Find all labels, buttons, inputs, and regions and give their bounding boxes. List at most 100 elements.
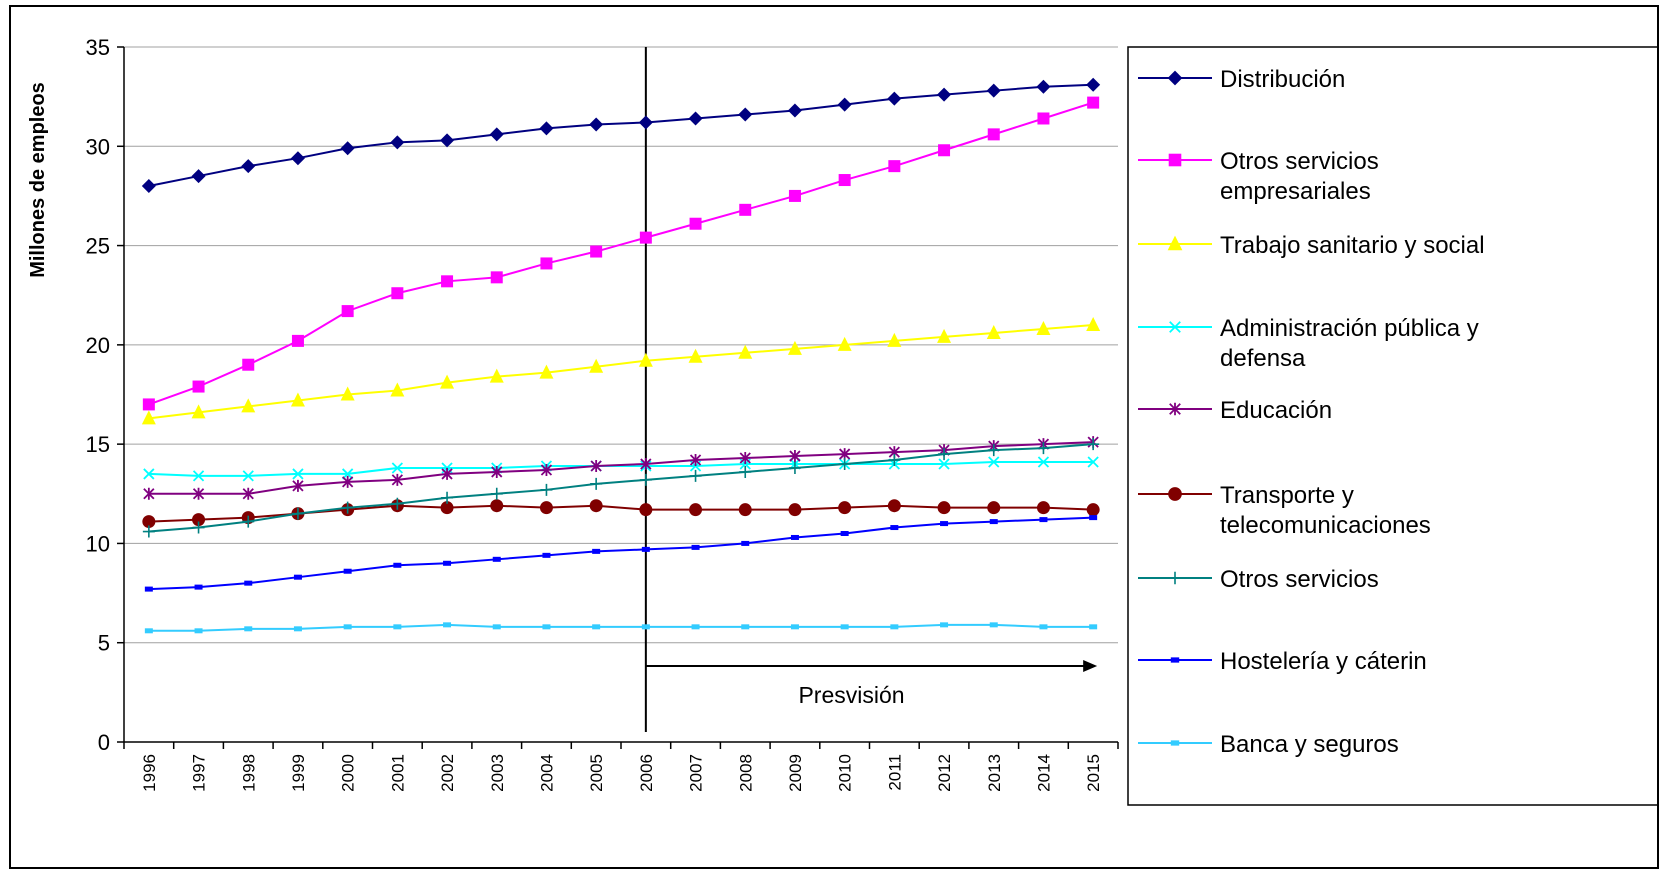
data-point xyxy=(788,503,802,517)
data-point xyxy=(988,456,1000,468)
x-tick-label: 1997 xyxy=(190,754,209,792)
legend-marker xyxy=(1170,740,1180,746)
data-point xyxy=(490,271,503,284)
data-point xyxy=(539,121,554,136)
data-point xyxy=(887,499,901,513)
x-tick-label: 1996 xyxy=(140,754,159,792)
data-point xyxy=(391,473,403,486)
legend-item: Distribución xyxy=(1138,66,1345,93)
legend-marker xyxy=(1168,487,1182,501)
data-point xyxy=(390,135,405,150)
data-point xyxy=(1039,517,1048,523)
data-point xyxy=(443,622,452,628)
data-point xyxy=(987,444,1000,457)
data-point xyxy=(242,358,255,371)
data-point xyxy=(293,574,302,580)
data-point xyxy=(790,534,799,540)
y-tick-label: 15 xyxy=(86,432,110,457)
data-point xyxy=(440,374,455,389)
series-2 xyxy=(142,96,1100,411)
data-point xyxy=(937,501,951,515)
data-point xyxy=(1089,624,1098,630)
data-point xyxy=(343,568,352,574)
y-axis-ticks: 0 5 10 15 20 25 30 35 xyxy=(86,35,124,755)
legend-label: empresariales xyxy=(1220,178,1371,205)
data-point xyxy=(244,626,253,632)
x-tick-label: 2004 xyxy=(537,754,556,792)
series-line xyxy=(148,83,1094,187)
series-1 xyxy=(141,77,1101,193)
legend-label: defensa xyxy=(1220,345,1306,372)
series-5 xyxy=(143,436,1099,500)
x-tick-label: 2002 xyxy=(438,754,457,792)
legend-label: telecomunicaciones xyxy=(1220,512,1431,539)
data-point xyxy=(391,287,404,300)
series-line xyxy=(148,441,1094,495)
data-point xyxy=(1087,456,1099,468)
x-tick-label: 2006 xyxy=(637,754,656,792)
data-point xyxy=(938,448,951,461)
series-line xyxy=(148,443,1094,533)
data-point xyxy=(689,503,703,517)
y-tick-label: 10 xyxy=(86,531,110,556)
data-point xyxy=(192,470,205,482)
data-point xyxy=(241,159,256,174)
data-point xyxy=(837,97,852,112)
x-tick-label: 2001 xyxy=(388,754,407,792)
data-point xyxy=(192,380,205,393)
data-point xyxy=(838,458,851,470)
data-point xyxy=(141,179,156,193)
data-point xyxy=(937,87,952,102)
data-point xyxy=(1037,112,1050,125)
data-point xyxy=(887,91,902,106)
gridlines xyxy=(124,46,1118,644)
data-point xyxy=(688,111,703,126)
series-line xyxy=(148,516,1094,591)
data-point xyxy=(639,503,653,517)
legend-label: Administración pública y xyxy=(1220,315,1479,342)
y-tick-label: 5 xyxy=(98,631,110,656)
data-point xyxy=(491,465,503,478)
data-point xyxy=(192,513,206,527)
data-point xyxy=(987,128,1000,141)
legend-label: Otros servicios xyxy=(1220,566,1379,593)
data-point xyxy=(194,584,203,590)
data-point xyxy=(393,562,402,568)
data-point xyxy=(143,487,155,500)
data-point xyxy=(191,404,206,419)
data-point xyxy=(887,332,902,347)
axes xyxy=(123,47,1118,743)
series-line xyxy=(148,324,1094,420)
data-point xyxy=(938,144,951,157)
series-7 xyxy=(142,438,1100,538)
series-line xyxy=(148,101,1094,406)
x-tick-label: 2007 xyxy=(687,754,706,792)
data-point xyxy=(739,452,751,465)
x-tick-label: 1999 xyxy=(289,754,308,792)
data-point xyxy=(539,364,554,379)
legend-label: Transporte y xyxy=(1220,482,1354,509)
x-tick-label: 2015 xyxy=(1084,754,1103,792)
legend-marker xyxy=(1169,321,1181,333)
data-point xyxy=(1036,79,1051,94)
data-point xyxy=(340,141,355,156)
data-point xyxy=(390,382,405,397)
data-point xyxy=(787,103,802,118)
legend-item: Banca y seguros xyxy=(1138,731,1399,758)
data-point xyxy=(838,174,851,187)
x-axis-ticks: 1996 1997 1998 1999 2000 2001 2002 2003 2004 2005… xyxy=(123,742,1119,792)
data-point xyxy=(342,475,354,488)
data-point xyxy=(589,499,603,513)
data-point xyxy=(194,628,203,634)
legend-item: Administración pública y defensa xyxy=(1138,315,1479,372)
y-tick-label: 30 xyxy=(86,134,110,159)
series-line xyxy=(148,504,1094,523)
data-point xyxy=(291,334,304,347)
legend-marker xyxy=(1168,571,1182,585)
data-point xyxy=(888,454,901,467)
data-point xyxy=(542,552,551,558)
data-point xyxy=(241,398,256,413)
y-tick-label: 20 xyxy=(86,333,110,358)
data-point xyxy=(691,624,700,630)
legend: Distribución Otros servicios empresariales… xyxy=(1127,46,1659,806)
